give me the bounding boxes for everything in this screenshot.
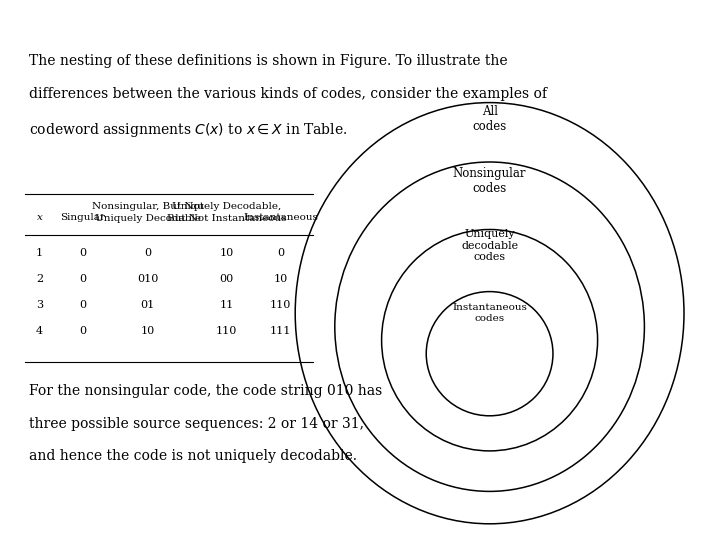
- Text: 10: 10: [220, 248, 234, 259]
- Text: 0: 0: [79, 326, 86, 336]
- Text: 110: 110: [270, 300, 292, 310]
- Text: Uniquely
decodable
codes: Uniquely decodable codes: [461, 229, 518, 262]
- Text: Nonsingular
codes: Nonsingular codes: [453, 167, 526, 195]
- Text: 0: 0: [144, 248, 151, 259]
- Text: differences between the various kinds of codes, consider the examples of: differences between the various kinds of…: [29, 87, 546, 102]
- Text: 11: 11: [220, 300, 234, 310]
- Text: 4: 4: [36, 326, 43, 336]
- Text: Instantaneous
codes: Instantaneous codes: [452, 303, 527, 323]
- Text: All
codes: All codes: [472, 105, 507, 133]
- Text: 10: 10: [274, 274, 288, 285]
- Text: 0: 0: [79, 300, 86, 310]
- Text: 1: 1: [36, 248, 43, 259]
- Text: 2: 2: [36, 274, 43, 285]
- Text: 111: 111: [270, 326, 292, 336]
- Text: 0: 0: [79, 248, 86, 259]
- Text: The nesting of these definitions is shown in Figure. To illustrate the: The nesting of these definitions is show…: [29, 54, 508, 68]
- Text: three possible source sequences: 2 or 14 or 31,: three possible source sequences: 2 or 14…: [29, 417, 364, 431]
- Text: Uniquely Decodable,: Uniquely Decodable,: [172, 202, 282, 211]
- Text: 01: 01: [140, 300, 155, 310]
- Text: For the nonsingular code, the code string 010 has: For the nonsingular code, the code strin…: [29, 384, 382, 399]
- Text: x: x: [37, 213, 42, 221]
- Text: 3: 3: [36, 300, 43, 310]
- Text: 010: 010: [137, 274, 158, 285]
- Text: codeword assignments $C(x)$ to $x \in X$ in Table.: codeword assignments $C(x)$ to $x \in X$…: [29, 121, 347, 139]
- Text: Singular: Singular: [60, 213, 105, 221]
- Text: 0: 0: [79, 274, 86, 285]
- Text: 10: 10: [140, 326, 155, 336]
- Text: But Not Instantaneous: But Not Instantaneous: [167, 214, 287, 223]
- Text: Instantaneous: Instantaneous: [243, 213, 318, 221]
- Text: Nonsingular, But Not: Nonsingular, But Not: [91, 202, 204, 211]
- Text: Uniquely Decodable: Uniquely Decodable: [94, 214, 201, 223]
- Text: 110: 110: [216, 326, 238, 336]
- Text: 0: 0: [277, 248, 284, 259]
- Text: 00: 00: [220, 274, 234, 285]
- Text: and hence the code is not uniquely decodable.: and hence the code is not uniquely decod…: [29, 449, 357, 463]
